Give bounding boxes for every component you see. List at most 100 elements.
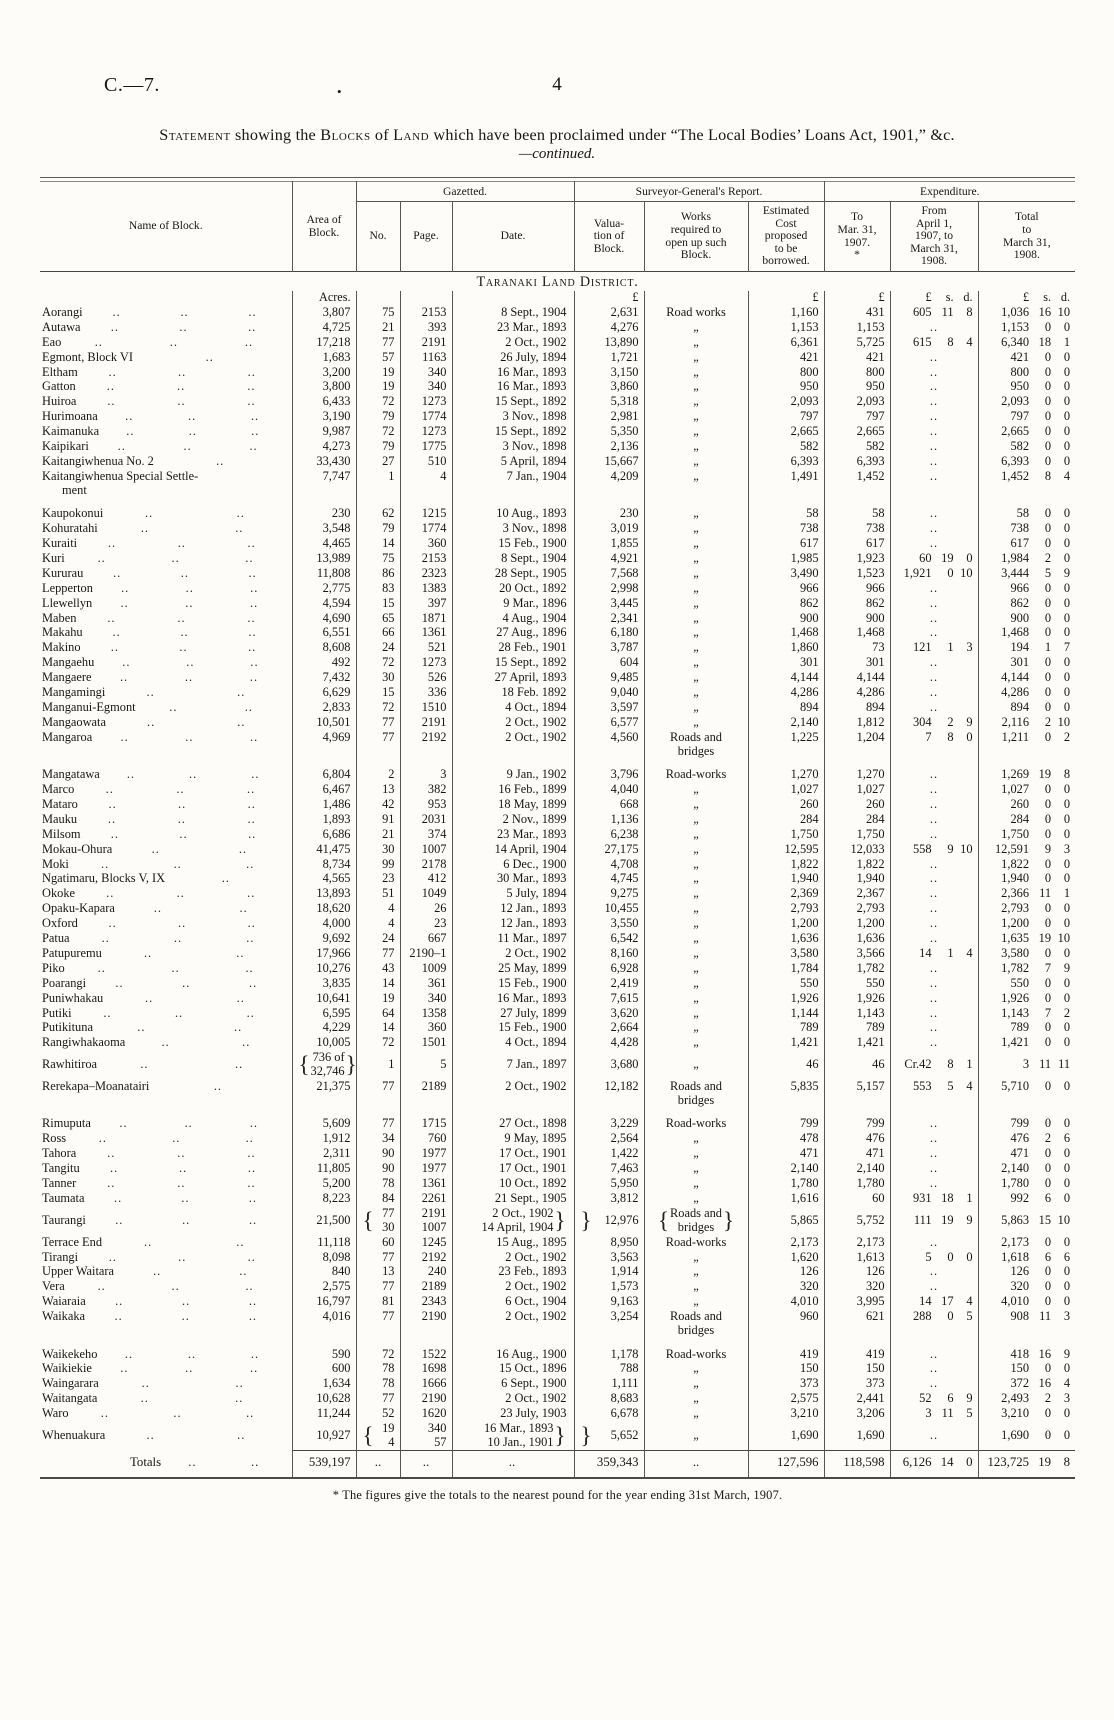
leader-dots: .. [178, 796, 187, 811]
gazette-no-cell: 86 [355, 566, 400, 582]
block-name-line: Waikaka...... [42, 1309, 287, 1324]
expenditure-1907-08-cell: .. [889, 521, 979, 537]
gazette-no-cell: 21 [355, 827, 400, 843]
valuation-cell: 9,163 [573, 1294, 645, 1310]
block-name: Llewellyn [42, 595, 93, 610]
pence: 3 [966, 640, 973, 655]
estimated-cost-cell: 284 [747, 812, 825, 828]
estimated-cost-cell: 582 [747, 439, 825, 455]
block-name: Patupuremu [42, 945, 102, 960]
multi-line-value: Roads and bridges [670, 1206, 722, 1235]
block-name-cell: Ross...... [40, 1131, 292, 1147]
leader-dots: .. [140, 521, 150, 536]
area-cell: 590 [291, 1338, 356, 1362]
block-name-cell: Kaipikari...... [40, 439, 292, 455]
pence: 1 [966, 1190, 973, 1205]
shillings: 15 [1038, 1212, 1052, 1227]
expenditure-total-value: 301 0 0 [984, 655, 1070, 670]
expenditure-total-value: 2,665 0 0 [984, 424, 1070, 439]
gazette-date-cell: 2 Oct., 1902 [451, 946, 575, 962]
leader-dots: .. [126, 424, 135, 439]
valuation-cell: 1,721 [573, 350, 645, 365]
gazette-no-cell: 24 [355, 640, 400, 656]
valuation-amount: 5,652 [610, 1427, 639, 1442]
pounds: 1,143 [1001, 1005, 1030, 1020]
right-brace: } [345, 1052, 357, 1078]
gazette-date-cell: 15 Oct., 1896 [451, 1361, 575, 1377]
estimated-cost-cell: 1,750 [747, 827, 825, 843]
shillings: 11 [1039, 1309, 1052, 1324]
shillings: 8 [947, 1057, 954, 1072]
expenditure-total-value: 123,725 19 8 [984, 1455, 1070, 1470]
gazette-page-cell: 340 57 [399, 1421, 452, 1451]
table-row: Kaipikari...... 4,273 79 1775 3 Nov., 18… [40, 439, 1076, 455]
block-name-cell: Gatton...... [40, 380, 292, 395]
expenditure-1907-08-cell: .. [889, 380, 979, 395]
gazette-date-cell: 5 July, 1894 [451, 886, 575, 902]
ditto-dots: .. [929, 1264, 939, 1279]
expenditure-total-cell: 1,468 0 0 [977, 626, 1076, 641]
pounds: 4,010 [1001, 1294, 1030, 1309]
pounds: 582 [1010, 439, 1030, 454]
block-name-line: Kururau...... [42, 566, 287, 581]
expenditure-to-1907-cell: 1,780 [823, 1176, 891, 1192]
works-cell: „ [643, 655, 749, 671]
expenditure-to-1907-cell: 1,750 [823, 827, 891, 843]
expenditure-1907-08-value: .. [896, 581, 973, 596]
expenditure-1907-08-value: .. [896, 1235, 973, 1250]
leader-dots: .. [216, 453, 225, 468]
gazette-no-cell: 62 [355, 498, 400, 522]
table-row: Kaitangiwhenua Special Settle-ment 7,747… [40, 469, 1076, 499]
block-name-line: Rerekapa–Moanatairi.. [42, 1079, 287, 1094]
expenditure-1907-08-cell: 14 17 4 [889, 1294, 979, 1310]
gazette-page-cell: 1666 [399, 1376, 452, 1392]
leader-dots: .. [171, 1279, 180, 1294]
ditto-dots: .. [929, 364, 939, 379]
leader-dots: .. [235, 1376, 244, 1391]
pence: 0 [1063, 1035, 1071, 1050]
pounds: 260 [1010, 796, 1030, 811]
area-cell: 11,808 [291, 566, 356, 582]
block-name-cell: Mokau-Ohura.... [40, 842, 292, 857]
expenditure-1907-08-cell: .. [889, 626, 979, 641]
ditto-dots: .. [929, 1116, 939, 1131]
block-name-line: Huiroa...... [42, 394, 287, 409]
header-total-to-1908: Total to March 31, 1908. [977, 201, 1076, 272]
shillings: 0 [1044, 580, 1052, 595]
expenditure-1907-08-value: .. [896, 1035, 973, 1050]
works-cell: „ [643, 991, 749, 1007]
expenditure-to-1907-cell: 3,566 [823, 946, 891, 962]
expenditure-total-cell: 1,984 2 0 [977, 551, 1076, 567]
area-cell: 840 [291, 1265, 356, 1280]
gazette-date-cell: 2 Oct., 1902 14 April, 1904} [451, 1206, 575, 1236]
leader-dots: .. [249, 670, 259, 685]
leader-dots: .. [124, 1346, 134, 1361]
block-name: Marco [42, 781, 75, 796]
expenditure-1907-08-cell: 1,921 0 10 [889, 566, 979, 582]
gazette-page-cell: 760 [399, 1131, 452, 1147]
table-row: Waikekeho...... 590 72 1522 16 Aug., 190… [40, 1338, 1076, 1362]
gazette-date-cell: 15 Feb., 1900 [451, 536, 575, 552]
expenditure-1907-08-value: .. [896, 1347, 973, 1362]
pounds: Cr.42 [904, 1057, 932, 1072]
estimated-cost-cell: 1,421 [747, 1035, 825, 1051]
expenditure-total-cell: 1,618 6 6 [977, 1250, 1076, 1265]
valuation-cell: 2,998 [573, 581, 645, 597]
expenditure-1907-08-value: .. [896, 1117, 973, 1131]
table-row: Lepperton...... 2,775 83 1383 20 Oct., 1… [40, 580, 1076, 597]
works-cell: „ [643, 566, 749, 582]
block-name-cell: Mangaere...... [40, 670, 292, 686]
ditto-dots: .. [929, 931, 939, 946]
works-cell: „ [643, 1035, 749, 1051]
expenditure-total-value: 1,782 7 9 [984, 961, 1070, 976]
gazette-date-cell: 27 Aug., 1896 [451, 625, 575, 641]
area-cell: 11,244 [291, 1406, 356, 1422]
shillings: 19 [1038, 931, 1052, 946]
pence: 9 [966, 1391, 973, 1406]
right-brace: } [554, 1207, 566, 1233]
expenditure-1907-08-value: 288 0 5 [896, 1309, 973, 1324]
ditto-dots: .. [929, 767, 939, 782]
gazette-no-cell: 72 [355, 394, 400, 410]
area-cell: 11,118 [291, 1235, 356, 1251]
